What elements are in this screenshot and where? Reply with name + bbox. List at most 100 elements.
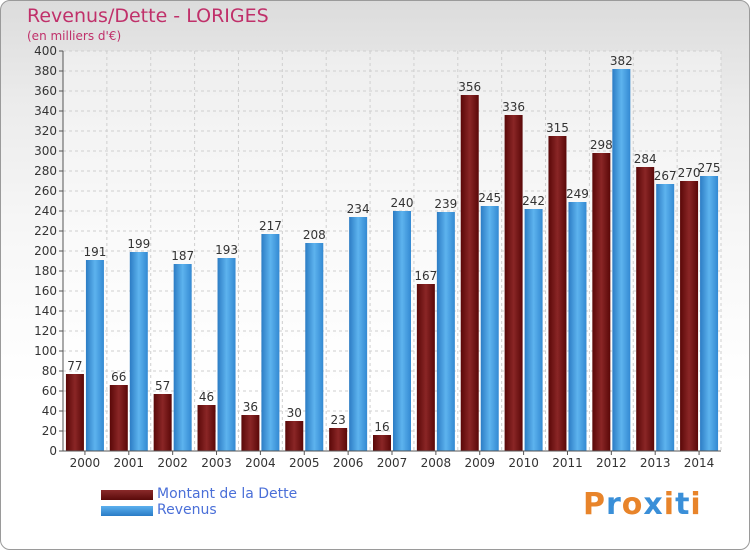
data-label-revenue: 242 (522, 194, 545, 208)
bar-revenue (173, 264, 192, 451)
logo-letter: t (675, 487, 691, 522)
data-label-debt: 315 (546, 121, 569, 135)
data-label-debt: 284 (634, 152, 657, 166)
logo-letter: o (621, 487, 644, 522)
data-label-debt: 270 (678, 166, 701, 180)
x-tick-label: 2006 (333, 456, 364, 470)
x-tick-label: 2008 (421, 456, 452, 470)
y-tick-label: 60 (42, 384, 57, 398)
bar-debt (548, 136, 567, 451)
bar-debt (65, 374, 84, 451)
data-label-revenue: 234 (347, 202, 370, 216)
y-tick-label: 100 (34, 344, 57, 358)
logo-letter: i (690, 487, 702, 522)
bar-debt (373, 435, 391, 451)
bar-revenue (612, 69, 631, 451)
bar-debt (460, 95, 479, 451)
data-label-revenue: 187 (171, 249, 194, 263)
bar-revenue (129, 252, 148, 451)
data-label-debt: 23 (330, 413, 345, 427)
data-label-revenue: 217 (259, 219, 282, 233)
data-label-revenue: 275 (698, 161, 721, 175)
bar-revenue (217, 258, 236, 451)
data-label-debt: 66 (111, 370, 126, 384)
bar-revenue (568, 202, 587, 451)
bar-debt (680, 181, 699, 451)
legend-label-revenue: Revenus (157, 502, 217, 518)
y-tick-label: 180 (34, 264, 57, 278)
y-tick-label: 140 (34, 304, 57, 318)
data-label-debt: 298 (590, 138, 613, 152)
data-label-revenue: 239 (434, 197, 457, 211)
y-tick-label: 0 (49, 444, 57, 458)
bar-debt (416, 284, 435, 451)
bar-debt (592, 153, 611, 451)
bar-revenue (524, 209, 543, 451)
bar-revenue (436, 212, 455, 451)
legend-label-debt: Montant de la Dette (157, 486, 298, 502)
data-label-debt: 57 (155, 379, 170, 393)
proxiti-logo: Proxiti (583, 487, 702, 522)
bar-debt (241, 415, 260, 451)
x-tick-label: 2012 (596, 456, 627, 470)
y-tick-label: 380 (34, 64, 57, 78)
y-tick-label: 260 (34, 184, 57, 198)
bar-debt (285, 421, 304, 451)
logo-letter: r (606, 487, 622, 522)
data-label-debt: 30 (287, 406, 302, 420)
y-tick-label: 200 (34, 244, 57, 258)
bar-debt (109, 385, 128, 451)
x-tick-label: 2001 (114, 456, 145, 470)
data-label-revenue: 208 (303, 228, 326, 242)
bar-revenue (656, 184, 675, 451)
data-label-debt: 336 (502, 100, 525, 114)
y-tick-label: 240 (34, 204, 57, 218)
data-label-revenue: 249 (566, 187, 589, 201)
data-label-revenue: 382 (610, 54, 633, 68)
x-tick-label: 2013 (640, 456, 671, 470)
legend-swatch-debt (101, 490, 153, 500)
bar-revenue (261, 234, 280, 451)
y-tick-label: 120 (34, 324, 57, 338)
data-label-debt: 16 (374, 420, 389, 434)
y-tick-label: 280 (34, 164, 57, 178)
y-tick-label: 20 (42, 424, 57, 438)
logo-letter: P (583, 487, 606, 522)
data-label-debt: 36 (243, 400, 258, 414)
data-label-revenue: 267 (654, 169, 677, 183)
y-tick-label: 300 (34, 144, 57, 158)
x-tick-label: 2010 (508, 456, 539, 470)
data-label-revenue: 199 (127, 237, 150, 251)
bar-debt (153, 394, 172, 451)
bar-revenue (349, 217, 368, 451)
data-label-debt: 356 (458, 80, 481, 94)
bar-debt (504, 115, 523, 451)
x-tick-label: 2007 (377, 456, 408, 470)
x-tick-label: 2014 (684, 456, 715, 470)
legend-swatch-revenue (101, 506, 153, 516)
x-tick-label: 2003 (201, 456, 232, 470)
data-label-revenue: 240 (391, 196, 414, 210)
bar-revenue (85, 260, 104, 451)
y-tick-label: 220 (34, 224, 57, 238)
y-tick-label: 80 (42, 364, 57, 378)
bar-debt (197, 405, 216, 451)
chart-subtitle: (en milliers d'€) (27, 29, 122, 43)
chart-title: Revenus/Dette - LORIGES (27, 5, 269, 27)
y-tick-label: 340 (34, 104, 57, 118)
logo-letter: x (643, 487, 664, 522)
y-tick-label: 40 (42, 404, 57, 418)
data-label-debt: 167 (414, 269, 437, 283)
y-tick-label: 400 (34, 44, 57, 58)
logo-letter: i (663, 487, 676, 522)
y-tick-label: 160 (34, 284, 57, 298)
data-label-revenue: 245 (478, 191, 501, 205)
x-tick-label: 2009 (464, 456, 495, 470)
data-label-debt: 77 (67, 359, 82, 373)
bar-debt (636, 167, 655, 451)
x-tick-label: 2004 (245, 456, 276, 470)
bar-revenue (480, 206, 499, 451)
y-tick-label: 320 (34, 124, 57, 138)
